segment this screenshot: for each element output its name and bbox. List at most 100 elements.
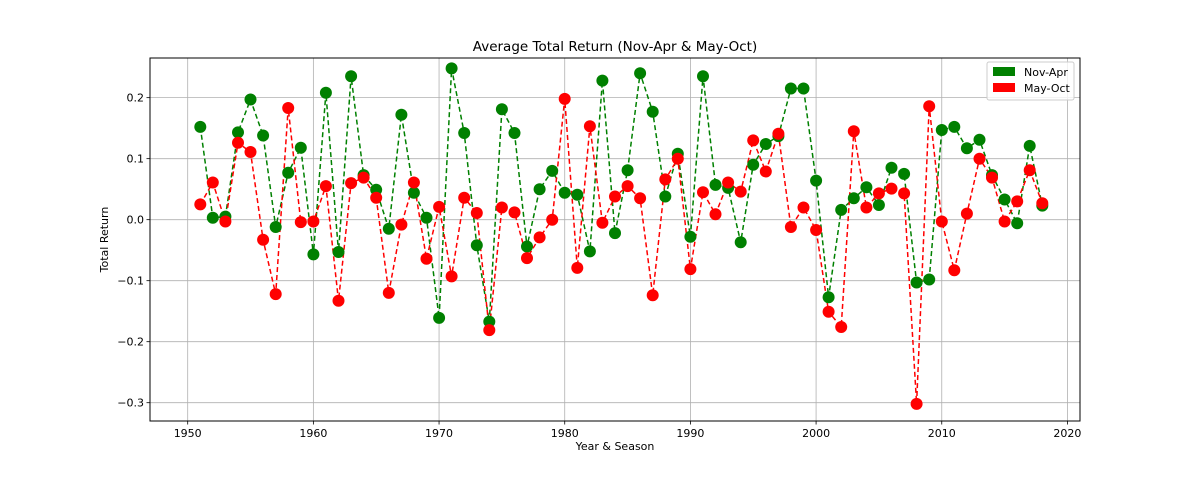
- data-point-may-oct: [232, 136, 244, 149]
- data-point-may-oct: [910, 397, 923, 410]
- data-point-may-oct: [860, 201, 873, 214]
- data-point-may-oct: [219, 215, 232, 228]
- x-tick-label: 1970: [425, 427, 453, 440]
- x-axis-label: Year & Season: [575, 440, 655, 453]
- chart-title: Average Total Return (Nov-Apr & May-Oct): [473, 39, 757, 55]
- data-point-nov-apr: [822, 291, 835, 304]
- data-point-may-oct: [282, 102, 295, 114]
- data-point-nov-apr: [571, 188, 584, 201]
- data-point-nov-apr: [533, 183, 546, 196]
- data-point-may-oct: [609, 190, 621, 203]
- data-point-may-oct: [822, 305, 835, 318]
- data-point-may-oct: [621, 180, 634, 193]
- data-point-may-oct: [395, 218, 408, 231]
- data-point-nov-apr: [621, 164, 634, 177]
- y-tick-label: 0.0: [127, 214, 145, 227]
- data-point-nov-apr: [935, 124, 948, 136]
- data-point-may-oct: [923, 100, 936, 113]
- data-point-may-oct: [784, 221, 797, 233]
- legend-label-may-oct: May-Oct: [1024, 82, 1071, 95]
- data-point-may-oct: [206, 176, 219, 189]
- data-point-may-oct: [332, 294, 345, 307]
- plot-frame: [149, 57, 1081, 422]
- data-point-may-oct: [1023, 164, 1036, 177]
- data-point-may-oct: [797, 201, 810, 214]
- x-tick-label: 1990: [676, 427, 704, 440]
- x-tick-label: 1950: [174, 427, 202, 440]
- data-point-nov-apr: [521, 240, 533, 253]
- data-point-may-oct: [885, 182, 898, 195]
- data-point-nov-apr: [784, 82, 797, 95]
- data-point-may-oct: [960, 207, 973, 220]
- data-point-nov-apr: [734, 236, 747, 249]
- data-point-may-oct: [671, 152, 684, 165]
- data-point-nov-apr: [282, 166, 295, 179]
- data-point-may-oct: [697, 186, 709, 199]
- data-point-may-oct: [495, 201, 508, 214]
- data-point-nov-apr: [709, 178, 722, 191]
- data-point-may-oct: [847, 125, 860, 138]
- data-point-nov-apr: [508, 127, 521, 139]
- legend-swatch-nov-apr: [993, 67, 1015, 76]
- data-point-nov-apr: [232, 126, 244, 139]
- data-point-nov-apr: [835, 203, 848, 216]
- data-point-nov-apr: [345, 70, 358, 83]
- data-point-nov-apr: [307, 248, 320, 261]
- y-tick-label: 0.2: [127, 92, 145, 105]
- data-point-may-oct: [1036, 197, 1049, 210]
- data-point-may-oct: [646, 289, 659, 302]
- x-tick-label: 1980: [551, 427, 579, 440]
- data-point-may-oct: [521, 252, 533, 265]
- data-point-nov-apr: [445, 62, 458, 75]
- data-point-nov-apr: [269, 221, 282, 233]
- data-point-nov-apr: [898, 167, 911, 180]
- data-point-may-oct: [1011, 195, 1024, 208]
- data-point-may-oct: [772, 127, 785, 140]
- data-point-nov-apr: [860, 181, 873, 194]
- data-point-nov-apr: [1023, 139, 1036, 152]
- data-point-may-oct: [722, 176, 735, 189]
- data-point-may-oct: [370, 191, 383, 204]
- data-point-nov-apr: [596, 74, 609, 87]
- series-layer: [194, 62, 1049, 410]
- legend-swatch-may-oct: [993, 83, 1015, 92]
- data-point-nov-apr: [407, 186, 420, 199]
- data-point-may-oct: [445, 270, 458, 283]
- data-point-nov-apr: [797, 82, 810, 95]
- data-point-may-oct: [872, 187, 885, 200]
- data-point-may-oct: [684, 263, 697, 276]
- data-point-may-oct: [986, 171, 998, 184]
- data-point-nov-apr: [847, 192, 860, 205]
- data-point-nov-apr: [684, 230, 697, 243]
- data-point-may-oct: [483, 324, 496, 337]
- data-point-nov-apr: [319, 86, 332, 99]
- data-point-nov-apr: [194, 120, 207, 133]
- data-point-nov-apr: [495, 103, 508, 116]
- x-tick-label: 2020: [1053, 427, 1081, 440]
- data-point-nov-apr: [332, 246, 345, 258]
- data-point-may-oct: [898, 187, 911, 200]
- data-point-nov-apr: [244, 93, 257, 106]
- data-point-may-oct: [935, 215, 948, 228]
- data-point-nov-apr: [960, 142, 973, 155]
- data-point-may-oct: [433, 200, 446, 213]
- data-point-nov-apr: [257, 129, 270, 142]
- legend-label-nov-apr: Nov-Apr: [1024, 66, 1068, 79]
- data-point-may-oct: [244, 146, 257, 158]
- data-point-may-oct: [973, 152, 986, 165]
- data-point-may-oct: [407, 176, 420, 189]
- y-tick-label: 0.1: [127, 153, 145, 166]
- x-tick-label: 1960: [299, 427, 327, 440]
- data-point-nov-apr: [747, 158, 760, 171]
- data-point-may-oct: [357, 171, 370, 184]
- data-point-nov-apr: [872, 199, 885, 211]
- data-point-nov-apr: [759, 138, 772, 150]
- data-point-may-oct: [659, 173, 672, 186]
- legend: Nov-Apr May-Oct: [986, 61, 1075, 101]
- data-point-nov-apr: [998, 193, 1011, 206]
- data-point-may-oct: [382, 286, 395, 299]
- data-point-may-oct: [294, 216, 307, 229]
- axis-ticks: 1950 1960 1970 1980 1990 2000 2010 2020 −0.3 −0.2…: [117, 92, 1081, 440]
- data-point-nov-apr: [458, 127, 471, 139]
